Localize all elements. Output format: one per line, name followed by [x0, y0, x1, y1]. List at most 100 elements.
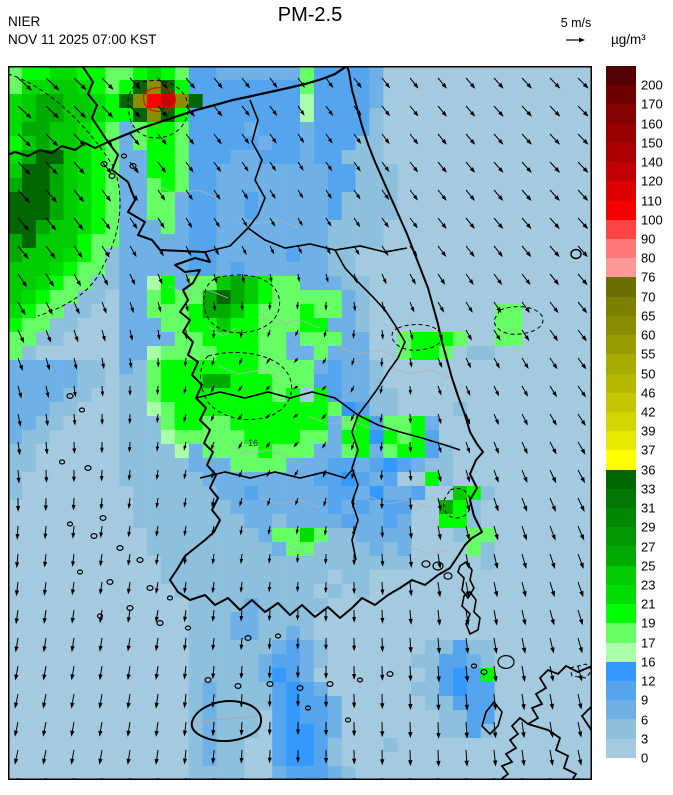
colorbar-cell [606, 277, 636, 297]
county-path [407, 545, 449, 555]
colorbar-tick-label: 29 [641, 519, 656, 535]
colorbar-cell [606, 508, 636, 528]
small-island [58, 459, 66, 465]
prov-path [204, 227, 249, 253]
agency-label: NIER [8, 14, 41, 29]
colorbar-tick-label: 31 [641, 500, 656, 516]
contours-path [127, 80, 189, 139]
page-title: PM-2.5 [277, 4, 343, 26]
forecast-datetime: NOV 11 2025 07:00 KST [8, 32, 157, 47]
small-island [78, 407, 86, 413]
small-island [204, 676, 212, 683]
colorbar-tick-label: 170 [641, 96, 663, 112]
colorbar-cell [606, 335, 636, 355]
colorbar-cell [606, 85, 636, 105]
colorbar-tick-label: 23 [641, 577, 656, 593]
colorbar-tick-label: 12 [641, 673, 656, 689]
colorbar-cell [606, 450, 636, 470]
unit-label: µg/m³ [611, 32, 646, 47]
colorbar-cell [606, 623, 636, 643]
small-island [166, 595, 174, 601]
prov-path [357, 414, 461, 451]
small-island [234, 682, 242, 689]
small-island [480, 668, 488, 675]
colorbar-tick-label: 17 [641, 635, 656, 651]
small-island [146, 584, 154, 591]
colorbar-cell [606, 642, 636, 662]
wind-scale-label: 5 m/s [560, 16, 592, 30]
colorbar-cell [606, 681, 636, 701]
contours-path [443, 487, 471, 519]
small-island [90, 533, 98, 540]
colorbar-tick-label: 55 [641, 346, 656, 362]
small-island [76, 569, 84, 575]
colorbar-cell [606, 546, 636, 566]
tsushima-south [461, 590, 481, 636]
county-path [237, 215, 299, 229]
colorbar-tick-label: 36 [641, 462, 656, 478]
small-island [244, 634, 252, 641]
small-island [443, 572, 453, 580]
colorbar-cell [606, 392, 636, 412]
small-island [356, 677, 364, 683]
colorbar-tick-label: 200 [641, 77, 663, 93]
coastline-path [107, 65, 484, 619]
colorbar-tick-label: 50 [641, 366, 656, 381]
small-island [326, 680, 334, 687]
colorbar-tick-label: 25 [641, 558, 656, 574]
county-path [157, 185, 219, 199]
county-path [207, 325, 237, 337]
coastline [7, 65, 593, 781]
colorbar-cell [606, 181, 636, 201]
small-island [100, 160, 108, 167]
colorbar-cell [606, 488, 636, 509]
colorbar-cell [606, 700, 636, 720]
small-island [120, 153, 128, 159]
colorbar-cell [606, 373, 636, 393]
small-island [99, 515, 107, 522]
ulleungdo-island [570, 248, 582, 260]
colorbar-cell [606, 219, 636, 239]
small-island [470, 663, 478, 669]
small-island [344, 717, 352, 723]
colorbar-cell [606, 719, 636, 739]
prov-path [199, 469, 353, 479]
colorbar-cell [606, 411, 636, 432]
prov-path [195, 391, 359, 416]
colorbar-tick-label: 21 [641, 596, 656, 612]
wind-scale-arrow-icon [566, 37, 585, 43]
colorbar-cell [606, 104, 636, 124]
colorbar-cell [606, 162, 636, 182]
colorbar-cell [606, 142, 636, 163]
concentration-contours [7, 73, 593, 679]
colorbar-cell [606, 431, 636, 451]
county-path [257, 495, 321, 509]
colorbar-cell [606, 354, 636, 374]
colorbar-tick-label: 6 [641, 712, 649, 727]
colorbar-tick-label: 76 [641, 269, 656, 285]
colorbar-cell [606, 296, 636, 316]
small-island [432, 561, 444, 571]
kyushu-coast [499, 664, 593, 781]
county-path [307, 415, 371, 429]
small-island [136, 557, 144, 564]
contours-path [493, 306, 544, 335]
colorbar-tick-label: 33 [641, 481, 656, 497]
pm25-map: 16 [7, 65, 593, 795]
map-frame [8, 66, 592, 780]
contours-path [200, 351, 292, 420]
hirado-island [481, 700, 503, 736]
prov-path [247, 227, 408, 253]
jeju-road-line [193, 715, 259, 723]
colorbar-cell [606, 738, 636, 758]
small-island [66, 521, 74, 527]
colorbar-cell [606, 258, 636, 278]
small-island [108, 172, 116, 179]
colorbar-cell [606, 66, 636, 86]
county-path [387, 365, 451, 379]
hotspot-red-contour [142, 86, 177, 113]
contours-path [391, 324, 443, 351]
colorbar-tick-label: 150 [641, 135, 663, 151]
nk-coast-west [7, 141, 109, 158]
